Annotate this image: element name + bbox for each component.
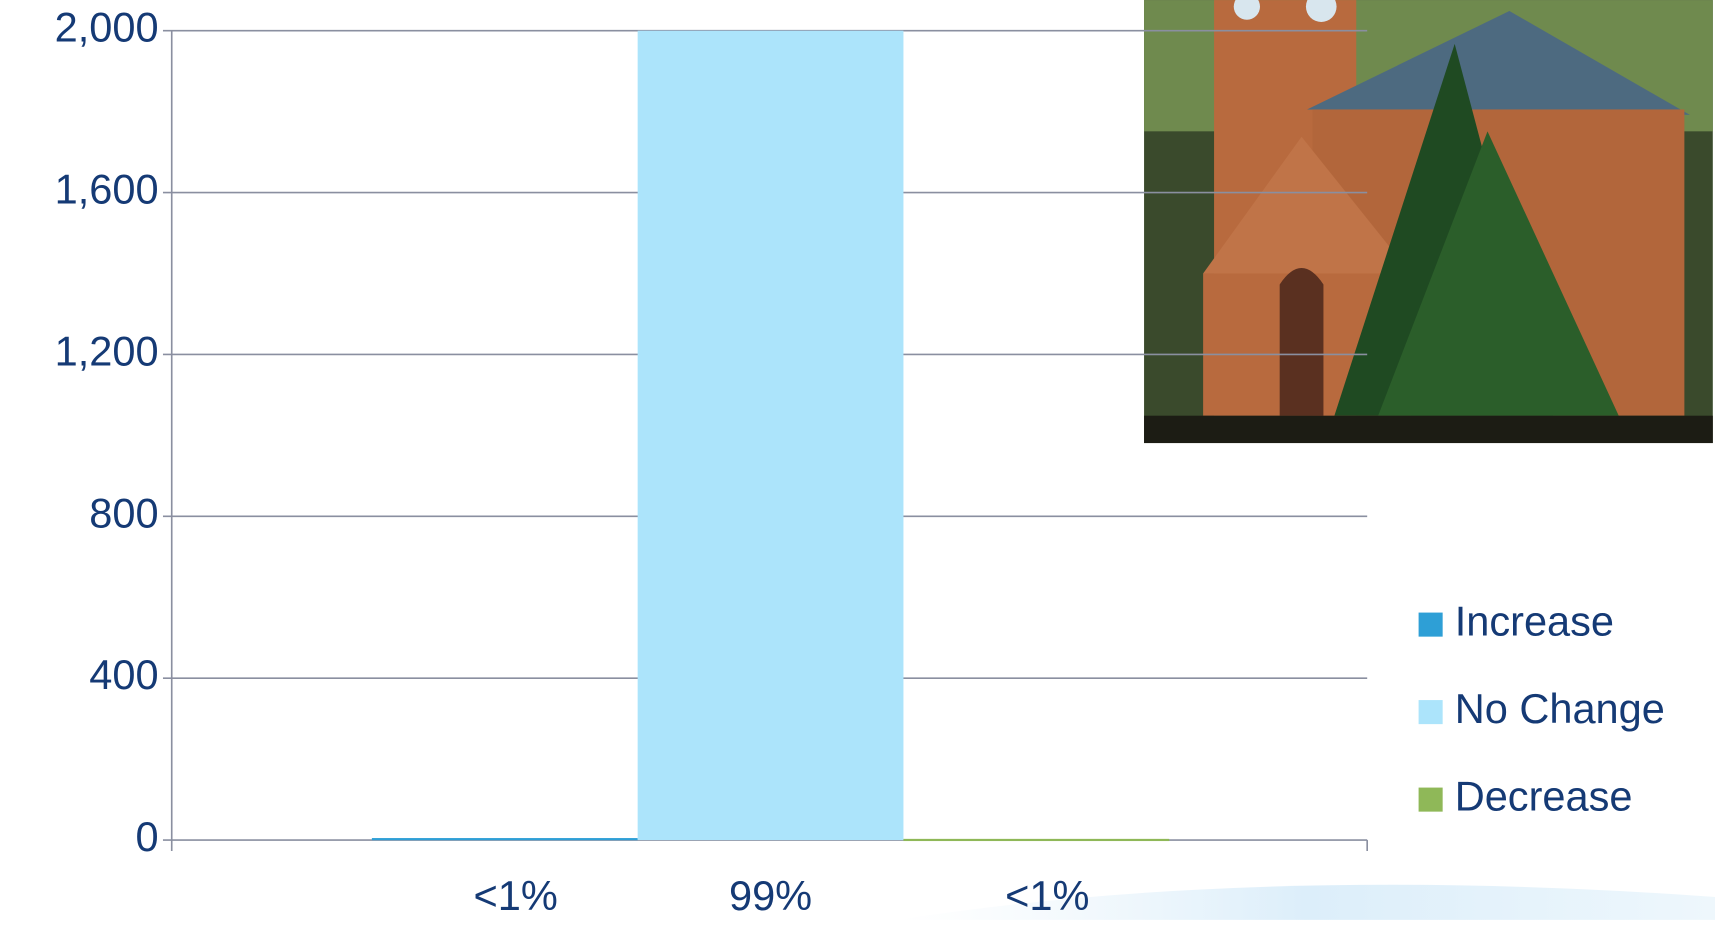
y-tick-label: 0 <box>135 813 158 860</box>
legend-label: Increase <box>1455 598 1614 645</box>
page: 0 400 800 1,200 1,600 2,000 <1% Increase 99% No C… <box>0 0 1715 925</box>
bar <box>638 31 904 840</box>
legend-swatch <box>1419 788 1443 812</box>
y-tick-label: 1,600 <box>55 166 159 213</box>
y-tick-label: 400 <box>89 651 158 698</box>
legend-label: No Change <box>1455 685 1665 732</box>
legend-swatch <box>1419 613 1443 637</box>
y-tick-label: 1,200 <box>55 327 159 374</box>
chart: 0 400 800 1,200 1,600 2,000 <1% Increase 99% No C… <box>0 0 1715 920</box>
legend-swatch <box>1419 700 1443 724</box>
legend-label: Decrease <box>1455 773 1633 820</box>
bar-label: <1% <box>1005 872 1089 919</box>
y-tick-label: 2,000 <box>55 4 159 51</box>
bar-label: 99% <box>729 872 812 919</box>
bar <box>903 839 1169 841</box>
bar-label: <1% <box>474 872 558 919</box>
photo <box>1144 0 1713 443</box>
y-tick-label: 800 <box>89 489 158 536</box>
bar <box>372 838 638 840</box>
